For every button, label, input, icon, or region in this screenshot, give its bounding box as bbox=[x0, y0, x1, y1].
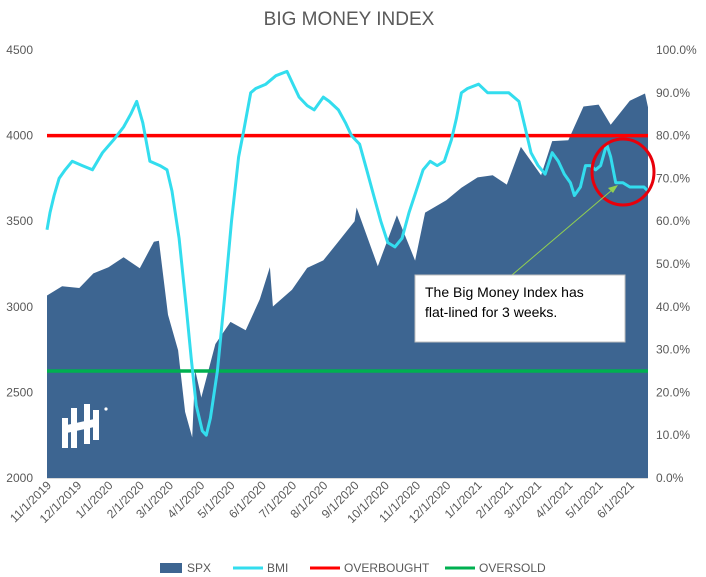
plot-area bbox=[45, 69, 650, 478]
legend-item: OVERSOLD bbox=[445, 561, 546, 575]
legend-label: SPX bbox=[187, 561, 211, 575]
y-right-tick-label: 60.0% bbox=[656, 214, 690, 228]
y-right-tick-label: 30.0% bbox=[656, 343, 690, 357]
spx-area bbox=[47, 93, 648, 478]
y-right-tick-label: 50.0% bbox=[656, 257, 690, 271]
y-right-tick-label: 80.0% bbox=[656, 129, 690, 143]
highlight-circle bbox=[590, 137, 656, 207]
legend-swatch bbox=[160, 563, 182, 573]
x-axis: 11/1/201912/1/20191/1/20202/1/20203/1/20… bbox=[7, 478, 648, 526]
annotation-text-line: flat-lined for 3 weeks. bbox=[425, 304, 557, 320]
y-right-tick-label: 70.0% bbox=[656, 171, 690, 185]
annotation-arrowhead bbox=[608, 185, 618, 193]
y-right-tick-label: 100.0% bbox=[656, 43, 697, 57]
legend-item: BMI bbox=[233, 561, 288, 575]
logo-icon bbox=[62, 404, 108, 448]
y-right-tick-label: 0.0% bbox=[656, 471, 684, 485]
y-right-tick-label: 40.0% bbox=[656, 300, 690, 314]
y-right-tick-label: 20.0% bbox=[656, 385, 690, 399]
y-axis-right: 0.0% 10.0% 20.0% 30.0% 40.0% 50.0% 60.0% 70.0% 8… bbox=[656, 43, 697, 485]
y-right-tick-label: 90.0% bbox=[656, 86, 690, 100]
legend-item: OVERBOUGHT bbox=[310, 561, 430, 575]
legend: SPX BMI OVERBOUGHT OVERSOLD bbox=[160, 561, 546, 575]
annotation-layer: The Big Money Index has flat-lined for 3 … bbox=[414, 137, 656, 343]
legend-item: SPX bbox=[160, 561, 211, 575]
y-left-tick-label: 4000 bbox=[6, 129, 33, 143]
y-right-tick-label: 10.0% bbox=[656, 428, 690, 442]
bmi-line bbox=[45, 69, 650, 437]
legend-label: BMI bbox=[267, 561, 288, 575]
y-left-tick-label: 2500 bbox=[6, 385, 33, 399]
annotation-arrow bbox=[511, 189, 613, 276]
legend-label: OVERSOLD bbox=[479, 561, 546, 575]
y-left-tick-label: 4500 bbox=[6, 43, 33, 57]
y-left-tick-label: 3500 bbox=[6, 214, 33, 228]
annotation-box bbox=[414, 274, 626, 343]
y-axis-left: 2000 2500 3000 3500 4000 4500 bbox=[6, 43, 33, 485]
legend-label: OVERBOUGHT bbox=[344, 561, 430, 575]
y-left-tick-label: 3000 bbox=[6, 300, 33, 314]
y-left-tick-label: 2000 bbox=[6, 471, 33, 485]
chart-title: BIG MONEY INDEX bbox=[264, 9, 435, 30]
annotation-text-line: The Big Money Index has bbox=[425, 284, 584, 300]
